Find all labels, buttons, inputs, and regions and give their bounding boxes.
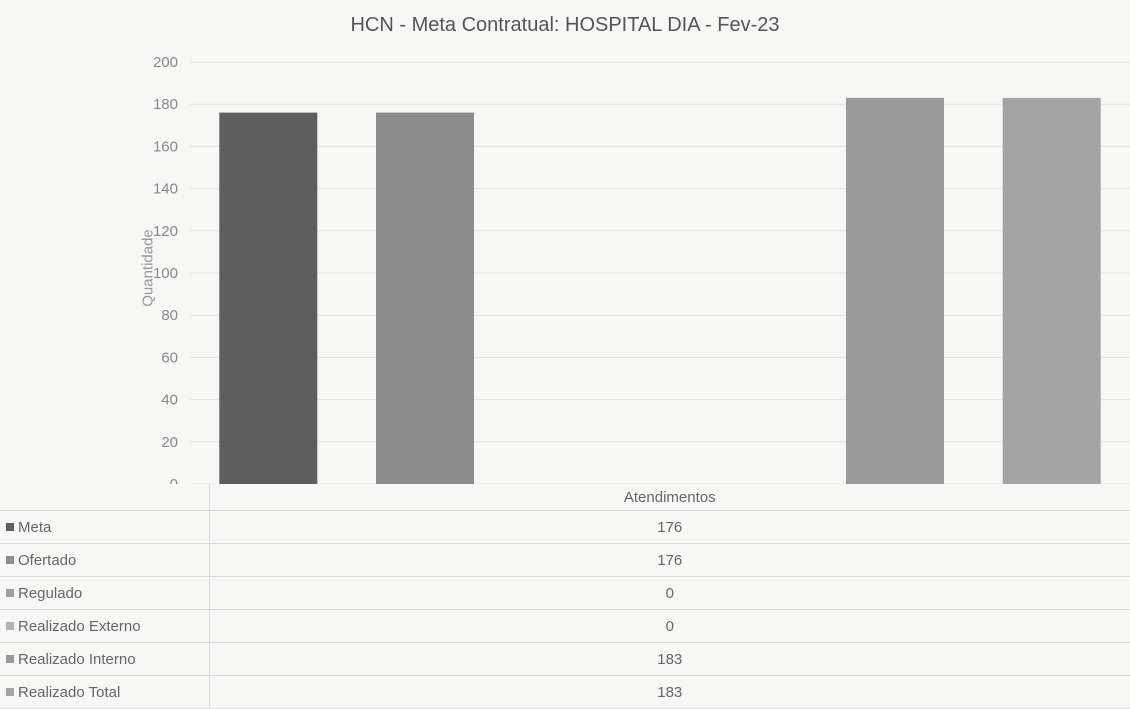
y-tick-labels: 0 20 40 60 80 100 120 140 160 180 200 [153, 54, 178, 484]
chart-title: HCN - Meta Contratual: HOSPITAL DIA - Fe… [350, 14, 780, 36]
legend-key [6, 522, 14, 531]
data-value-label: 183 [209, 675, 1130, 709]
table-row: Realizado Externo 0 [0, 609, 1130, 643]
bar-ofertado [376, 112, 474, 484]
gridlines [190, 61, 1130, 484]
legend-entry: Realizado Interno [0, 642, 210, 676]
legend-entry: Realizado Externo [0, 609, 210, 643]
data-value-label: 0 [209, 576, 1130, 610]
legend-label: Realizado Externo [18, 617, 141, 635]
table-row: Regulado 0 [0, 576, 1130, 610]
data-value-label: 0 [209, 609, 1130, 643]
legend-entry: Meta [0, 510, 210, 544]
y-tick-label: 200 [153, 54, 178, 71]
legend-label: Realizado Total [18, 683, 121, 701]
y-tick-label: 20 [161, 434, 178, 451]
table-corner [0, 484, 210, 511]
y-tick-label: 0 [170, 476, 178, 484]
data-value-label: 176 [209, 510, 1130, 544]
legend-key [6, 621, 14, 630]
table-row: Realizado Interno 183 [0, 642, 1130, 676]
legend-label: Meta [18, 518, 52, 536]
data-table: Atendimentos Meta 176 Ofertado 176 Regulado 0… [0, 484, 1130, 709]
legend-key [6, 555, 14, 564]
legend-label: Realizado Interno [18, 650, 136, 668]
y-tick-label: 100 [153, 265, 178, 282]
table-row: Meta 176 [0, 510, 1130, 544]
bars [219, 97, 1101, 484]
y-tick-label: 80 [161, 307, 178, 324]
y-tick-label: 120 [153, 223, 178, 240]
legend-label: Regulado [18, 584, 83, 602]
category-label: Atendimentos [209, 484, 1130, 511]
legend-key [6, 687, 14, 696]
table-row: Ofertado 176 [0, 543, 1130, 577]
data-value-label: 183 [209, 642, 1130, 676]
y-tick-label: 160 [153, 138, 178, 155]
data-value-label: 176 [209, 543, 1130, 577]
y-tick-label: 140 [153, 181, 178, 198]
legend-entry: Regulado [0, 576, 210, 610]
legend-entry: Ofertado [0, 543, 210, 577]
legend-key [6, 588, 14, 597]
bar-chart: 0 20 40 60 80 100 120 140 160 180 200 [153, 54, 1130, 484]
bar-realizado-interno [846, 97, 944, 484]
table-header-row: Atendimentos [0, 484, 1130, 511]
y-tick-label: 60 [161, 349, 178, 366]
table-row: Realizado Total 183 [0, 675, 1130, 709]
bar-meta [219, 112, 318, 484]
legend-entry: Realizado Total [0, 675, 210, 709]
y-tick-label: 40 [161, 392, 178, 409]
legend-label: Ofertado [18, 551, 77, 569]
y-tick-label: 180 [153, 96, 178, 113]
bar-realizado-total [1002, 97, 1101, 484]
legend-key [6, 654, 14, 663]
